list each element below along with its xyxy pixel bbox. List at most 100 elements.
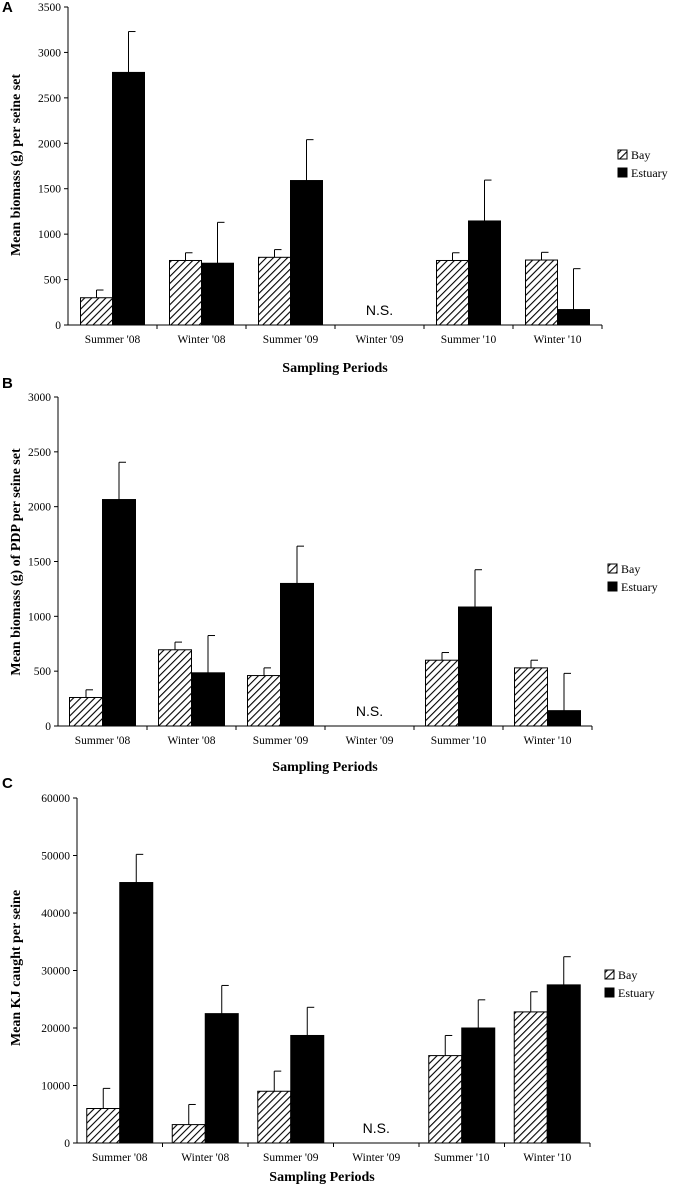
bars-b: N.S. [69, 461, 581, 727]
y-tick-label: 3000 [38, 47, 61, 59]
legend-swatch-bay [617, 149, 628, 160]
y-tick-label: 1000 [38, 229, 61, 241]
x-tick-label-winter-09: Winter '09 [346, 735, 394, 747]
bar-estuary-winter-10 [546, 984, 581, 1144]
x-tick-label-winter-08: Winter '08 [178, 334, 226, 346]
legend-label-bay: Bay [621, 562, 640, 576]
bar-estuary-winter-08 [191, 672, 225, 727]
bar-bay-summer-10 [425, 659, 459, 727]
y-axis-title-c: Mean KJ caught per seine [9, 890, 24, 1046]
x-axis-title-b: Sampling Periods [272, 760, 378, 775]
x-tick-label-winter-10: Winter '10 [523, 1152, 571, 1164]
panel-b: B Mean biomass (g) of PDP per seine set … [2, 375, 658, 775]
x-tick-label-summer-09: Summer '09 [253, 735, 309, 747]
x-tick-label-summer-10: Summer '10 [434, 1152, 490, 1164]
y-tick-label: 1000 [28, 611, 51, 623]
bar-bay-winter-10 [513, 1011, 548, 1144]
bar-estuary-summer-10 [458, 606, 492, 727]
y-tick-label: 500 [34, 666, 52, 678]
legend-a: Bay Estuary [617, 148, 668, 180]
legend-swatch-estuary [607, 581, 618, 592]
legend-label-estuary: Estuary [621, 580, 658, 594]
bar-bay-winter-10 [525, 259, 558, 326]
bar-estuary-summer-09 [290, 1034, 325, 1144]
x-tick-label-winter-09: Winter '09 [356, 334, 404, 346]
bar-estuary-summer-08 [102, 499, 136, 727]
y-tick-label: 500 [44, 275, 62, 287]
x-tick-label-winter-10: Winter '10 [524, 735, 572, 747]
x-tick-label-winter-08: Winter '08 [181, 1152, 229, 1164]
bar-estuary-winter-08 [201, 262, 234, 326]
bar-estuary-summer-08 [112, 71, 145, 326]
bar-estuary-summer-09 [280, 582, 314, 727]
x-tick-label-summer-08: Summer '08 [75, 735, 131, 747]
bar-bay-winter-08 [171, 1124, 206, 1144]
bar-bay-summer-09 [258, 256, 291, 326]
x-ticks-c: Summer '08 Winter '08 Summer '09 Winter '09… [92, 1143, 591, 1164]
panel-a: A Mean biomass (g) per seine set 0 500 100… [2, 0, 668, 376]
bars-c: N.S. [86, 853, 581, 1144]
x-tick-label-summer-08: Summer '08 [92, 1152, 148, 1164]
panel-label-c: C [2, 775, 13, 792]
x-tick-label-winter-09: Winter '09 [352, 1152, 400, 1164]
x-tick-label-summer-10: Summer '10 [441, 334, 497, 346]
legend-label-bay: Bay [631, 148, 650, 162]
bar-bay-summer-08 [80, 297, 113, 326]
legend-swatch-bay [604, 969, 615, 980]
bar-bay-summer-09 [247, 675, 281, 727]
bar-bay-summer-09 [257, 1090, 292, 1144]
bars-a: N.S. [80, 31, 590, 326]
legend-c: Bay Estuary [604, 968, 655, 1000]
y-tick-label: 0 [45, 721, 51, 733]
x-tick-label-summer-09: Summer '09 [263, 334, 319, 346]
legend-label-bay: Bay [618, 968, 637, 982]
bar-bay-summer-08 [69, 696, 103, 727]
x-tick-label-summer-08: Summer '08 [85, 334, 141, 346]
legend-swatch-bay [607, 563, 618, 574]
y-tick-label: 2000 [28, 502, 51, 514]
x-tick-label-summer-09: Summer '09 [263, 1152, 319, 1164]
bar-estuary-summer-08 [119, 882, 154, 1144]
annotation-not-sampled: N.S. [366, 302, 393, 318]
y-tick-label: 1500 [28, 557, 51, 569]
y-tick-label: 0 [64, 1138, 70, 1150]
y-tick-label: 20000 [41, 1023, 70, 1035]
y-tick-label: 2500 [28, 447, 51, 459]
annotation-not-sampled: N.S. [356, 703, 383, 719]
bar-bay-winter-10 [514, 667, 548, 727]
y-tick-label: 50000 [41, 851, 70, 863]
y-tick-label: 2000 [38, 138, 61, 150]
y-ticks-a: 0 500 1000 1500 2000 2500 3000 3500 [38, 2, 68, 332]
y-axis-title-a: Mean biomass (g) per seine set [9, 74, 24, 256]
x-tick-label-summer-10: Summer '10 [431, 735, 487, 747]
y-ticks-b: 0 500 1000 1500 2000 2500 3000 [28, 392, 58, 733]
bar-bay-summer-08 [86, 1108, 121, 1144]
y-tick-label: 10000 [41, 1081, 70, 1093]
y-tick-label: 40000 [41, 908, 70, 920]
x-axis-title-c: Sampling Periods [269, 1170, 375, 1185]
x-ticks-a: Summer '08 Winter '08 Summer '09 Winter '09… [85, 325, 603, 346]
bar-bay-summer-10 [436, 259, 469, 326]
legend-swatch-estuary [604, 987, 615, 998]
legend-label-estuary: Estuary [618, 986, 655, 1000]
y-ticks-c: 0 10000 20000 30000 40000 50000 60000 [41, 793, 77, 1150]
bar-estuary-winter-10 [547, 710, 581, 727]
x-ticks-b: Summer '08 Winter '08 Summer '09 Winter '09… [75, 726, 593, 747]
y-axis-title-b: Mean biomass (g) of PDP per seine set [9, 448, 24, 676]
bar-estuary-summer-10 [461, 1027, 496, 1144]
y-tick-label: 3500 [38, 2, 61, 14]
y-tick-label: 30000 [41, 966, 70, 978]
bar-bay-winter-08 [158, 649, 192, 727]
legend-swatch-estuary [617, 167, 628, 178]
bar-estuary-summer-10 [468, 220, 501, 326]
legend-b: Bay Estuary [607, 562, 658, 594]
y-tick-label: 0 [55, 320, 61, 332]
legend-label-estuary: Estuary [631, 166, 668, 180]
y-tick-label: 60000 [41, 793, 70, 805]
x-axis-title-a: Sampling Periods [282, 361, 388, 376]
y-tick-label: 2500 [38, 93, 61, 105]
panel-c: C Mean KJ caught per seine 0 10000 20000 30… [2, 775, 655, 1185]
y-tick-label: 1500 [38, 184, 61, 196]
bar-bay-winter-08 [169, 259, 202, 326]
